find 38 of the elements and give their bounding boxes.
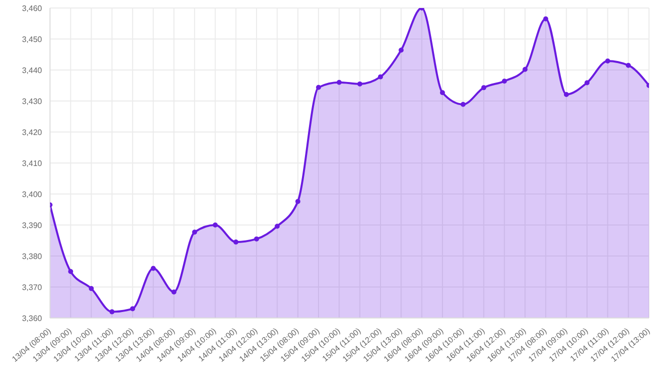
y-tick-label: 3,460: [22, 4, 43, 13]
point: [543, 16, 548, 22]
point: [522, 66, 528, 72]
point: [502, 78, 507, 84]
point: [212, 222, 218, 228]
point: [357, 81, 362, 86]
y-tick-label: 3,380: [22, 252, 43, 261]
point: [460, 102, 466, 107]
point: [109, 309, 114, 314]
point: [274, 224, 280, 229]
point: [88, 286, 94, 292]
point: [68, 269, 74, 274]
y-tick-label: 3,370: [22, 282, 43, 292]
point: [564, 92, 569, 97]
y-tick-label: 3,360: [22, 314, 43, 323]
y-tick-label: 3,400: [22, 190, 43, 199]
y-tick-label: 3,450: [22, 34, 43, 44]
point: [626, 62, 631, 68]
y-tick-label: 3,420: [22, 128, 43, 137]
y-tick-label: 3,430: [22, 96, 43, 106]
y-tick-label: 3,410: [22, 158, 43, 168]
point: [336, 80, 342, 85]
point: [378, 74, 383, 80]
point: [316, 84, 322, 90]
y-tick-label: 3,390: [22, 220, 43, 230]
y-tick-label: 3,440: [22, 66, 43, 75]
point: [605, 58, 610, 64]
point: [481, 85, 486, 90]
point: [150, 266, 156, 271]
point: [130, 306, 136, 312]
point: [171, 289, 176, 294]
point: [398, 48, 404, 53]
point: [584, 80, 590, 86]
point: [440, 90, 445, 96]
point: [192, 230, 198, 235]
point: [254, 236, 260, 242]
point: [295, 198, 300, 204]
point: [233, 240, 238, 245]
